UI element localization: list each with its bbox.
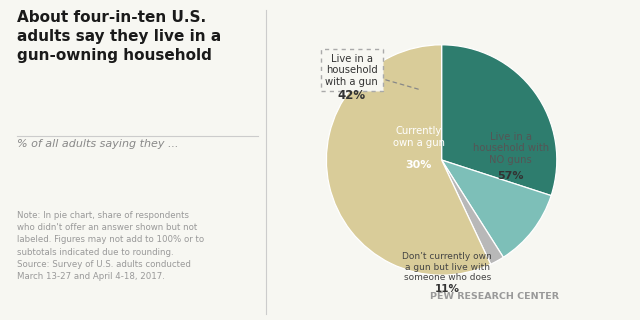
Text: 42%: 42% <box>338 89 366 102</box>
Text: % of all adults saying they ...: % of all adults saying they ... <box>17 139 179 149</box>
Text: Live in a
household
with a gun: Live in a household with a gun <box>325 53 422 90</box>
Text: 57%: 57% <box>497 171 524 181</box>
Text: Don’t currently own
a gun but live with
someone who does: Don’t currently own a gun but live with … <box>403 252 492 282</box>
Wedge shape <box>442 160 551 257</box>
Text: PEW RESEARCH CENTER: PEW RESEARCH CENTER <box>430 292 559 300</box>
Text: 30%: 30% <box>405 160 432 170</box>
Wedge shape <box>326 45 491 275</box>
Text: Note: In pie chart, share of respondents
who didn't offer an answer shown but no: Note: In pie chart, share of respondents… <box>17 211 204 281</box>
Text: Live in a
household with
NO guns: Live in a household with NO guns <box>473 132 548 165</box>
Wedge shape <box>442 160 503 264</box>
Text: Currently
own a gun: Currently own a gun <box>392 126 445 148</box>
Text: 11%: 11% <box>435 284 460 294</box>
Text: About four-in-ten U.S.
adults say they live in a
gun-owning household: About four-in-ten U.S. adults say they l… <box>17 10 221 63</box>
Wedge shape <box>442 45 557 196</box>
